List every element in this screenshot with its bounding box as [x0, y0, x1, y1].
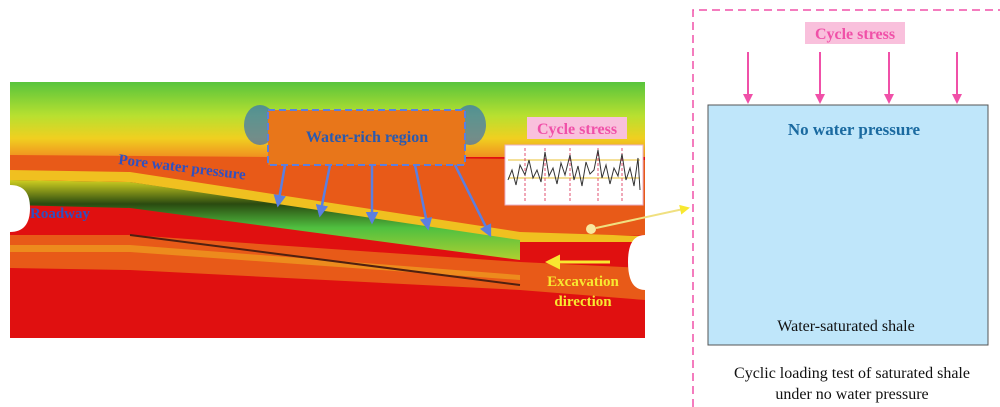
contour-map: Water-rich region Pore water pressure Ro…: [10, 82, 688, 338]
test-panel: Cycle stress No water pressure Water-sat…: [693, 10, 1000, 407]
stress-inset: [505, 145, 643, 205]
excavation-label: direction: [554, 294, 612, 310]
page: body { margin: 0; background: #fff; font…: [0, 0, 1000, 407]
specimen: [708, 105, 988, 345]
excavation-label: Excavation: [547, 274, 619, 290]
region-label: Water-rich region: [306, 129, 428, 146]
cycle-stress-label: Cycle stress: [815, 26, 895, 43]
figure: Water-rich region Pore water pressure Ro…: [0, 0, 1000, 407]
cycle-stress-label: Cycle stress: [537, 121, 617, 138]
specimen-label: Water-saturated shale: [777, 318, 914, 335]
caption: Cyclic loading test of saturated shale: [734, 365, 970, 382]
caption: under no water pressure: [775, 386, 928, 403]
load-arrows: [748, 52, 957, 102]
no-water-label: No water pressure: [788, 120, 921, 139]
sample-point: [586, 224, 596, 234]
roadway-label: Roadway: [30, 206, 91, 222]
body: {"left_panel": {"water_rich_region": "Wa…: [0, 0, 1000, 407]
